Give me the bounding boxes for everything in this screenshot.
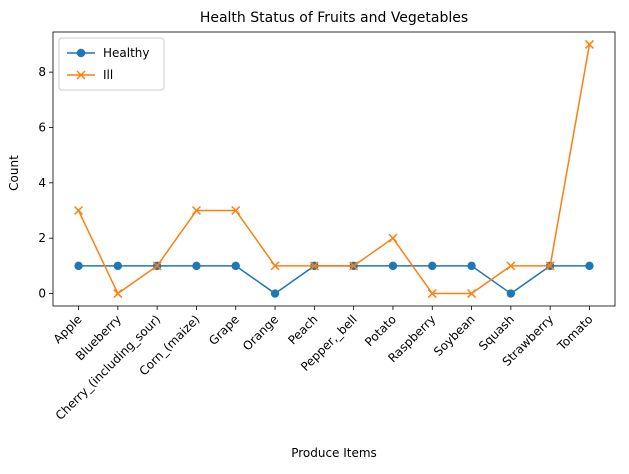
data-point-x [545,261,555,271]
y-tick-label: 6 [38,120,46,134]
data-point-x [270,261,280,271]
y-tick-label: 8 [38,65,46,79]
y-axis-label: Count [7,155,21,191]
data-point-x [427,289,437,299]
data-point-x [506,261,516,271]
legend: Healthy Ill [58,37,165,91]
y-tick-label: 0 [38,287,46,301]
data-point-x [584,39,594,49]
data-point-circle [585,261,594,271]
data-point-x [74,205,84,216]
data-point-circle [388,261,398,271]
y-tick-label: 2 [38,231,46,245]
data-point-x [113,289,123,299]
data-point-circle [113,261,123,271]
data-point-circle [506,289,516,298]
data-point-x [388,233,398,243]
data-point-circle [428,261,437,271]
y-tick-label: 4 [38,176,46,190]
legend-label: Ill [103,68,113,82]
legend-marker-x [76,70,86,80]
data-point-x [349,261,359,271]
chart-title: Health Status of Fruits and Vegetables [200,10,468,26]
series-lines [74,39,594,299]
data-point-x [231,205,241,216]
plot-frame [52,31,616,307]
legend-box [58,37,165,91]
data-point-circle [270,289,280,298]
series-line [77,44,591,295]
data-point-x [467,289,477,299]
legend-marker-circle [76,48,86,58]
series-ill [74,39,594,299]
data-point-x [191,205,201,216]
data-point-circle [74,261,83,271]
data-point-x [152,261,162,271]
series-healthy [74,261,594,298]
data-point-circle [231,261,240,271]
legend-label: Healthy [103,46,150,60]
data-point-circle [467,261,476,271]
x-axis-label: Produce Items [291,446,377,460]
data-point-x [309,261,319,271]
data-point-circle [192,261,201,271]
